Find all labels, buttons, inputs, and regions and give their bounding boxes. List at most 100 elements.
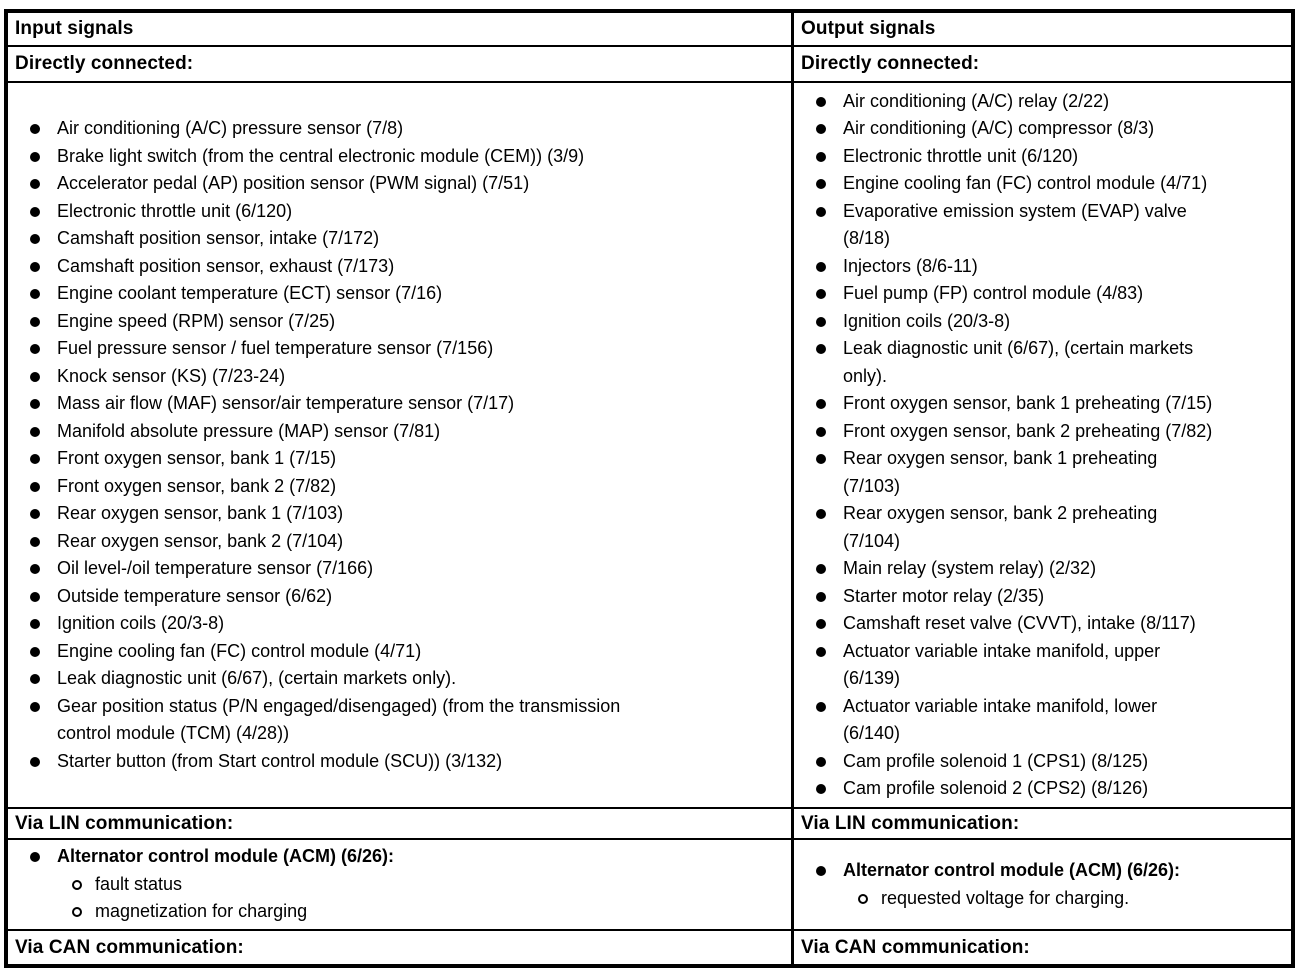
list-item-text: Main relay (system relay) (2/32) xyxy=(843,558,1097,578)
sub-list-item-text: fault status xyxy=(95,873,183,894)
list-item: Leak diagnostic unit (6/67), (certain ma… xyxy=(30,665,789,693)
list-item: Starter motor relay (2/35) xyxy=(816,583,1289,611)
circle-bullet-icon xyxy=(858,893,868,904)
list-item: Knock sensor (KS) (7/23-24) xyxy=(30,363,789,391)
list-item-text: Rear oxygen sensor, bank 2 preheating (7… xyxy=(843,503,1158,551)
bullet-icon xyxy=(30,701,40,712)
list-item: Actuator variable intake manifold, lower… xyxy=(816,693,1289,748)
list-item-text: Cam profile solenoid 1 (CPS1) (8/125) xyxy=(843,750,1149,771)
list-item-text: Engine cooling fan (FC) control module (… xyxy=(57,640,422,661)
bullet-icon xyxy=(30,426,40,437)
list-item-text: Engine cooling fan (FC) control module (… xyxy=(843,173,1208,193)
list-item: Electronic throttle unit (6/120) xyxy=(30,198,789,226)
input-directly-connected-title: Directly connected: xyxy=(8,47,794,83)
list-item: Alternator control module (ACM) (6/26): xyxy=(30,843,789,871)
output-lin-title: Via LIN communication: xyxy=(794,809,1291,840)
list-item-text: Fuel pump (FP) control module (4/83) xyxy=(843,283,1144,303)
list-item: Air conditioning (A/C) compressor (8/3) xyxy=(816,115,1289,143)
bullet-icon xyxy=(30,536,40,547)
list-item: Ignition coils (20/3-8) xyxy=(816,308,1289,336)
list-item: Evaporative emission system (EVAP) valve… xyxy=(816,198,1289,253)
list-item: Main relay (system relay) (2/32) xyxy=(816,555,1289,583)
bullet-icon xyxy=(30,261,40,272)
bullet-icon xyxy=(30,206,40,217)
list-item-text: Engine coolant temperature (ECT) sensor … xyxy=(57,283,443,303)
bullet-icon xyxy=(30,316,40,327)
bullet-icon xyxy=(816,96,826,107)
input-directly-connected-list-cell: Air conditioning (A/C) pressure sensor (… xyxy=(8,83,794,809)
bullet-icon xyxy=(30,509,40,519)
bullet-icon xyxy=(816,399,826,409)
bullet-icon xyxy=(30,481,40,492)
bullet-icon xyxy=(30,344,40,354)
list-item: Cam profile solenoid 1 (CPS1) (8/125) xyxy=(816,748,1289,776)
list-item: Actuator variable intake manifold, upper… xyxy=(816,638,1289,693)
output-lin-label: Via LIN communication: xyxy=(801,812,1020,834)
list-item-text: Outside temperature sensor (6/62) xyxy=(57,585,333,606)
input-lin-label: Via LIN communication: xyxy=(15,812,234,834)
list-item-text: Electronic throttle unit (6/120) xyxy=(57,200,293,221)
bullet-icon xyxy=(30,234,40,244)
sub-list-item: requested voltage for charging. xyxy=(858,885,1289,913)
sub-list-item: magnetization for charging xyxy=(72,898,789,926)
list-item-text: Alternator control module (ACM) (6/26): xyxy=(57,846,395,867)
input-directly-connected-label: Directly connected: xyxy=(15,53,194,74)
list-item-text: Rear oxygen sensor, bank 1 preheating (7… xyxy=(843,448,1158,496)
list-item-text: Rear oxygen sensor, bank 1 (7/103) xyxy=(57,503,344,523)
bullet-icon xyxy=(30,674,40,684)
output-signals-header-label: Output signals xyxy=(801,18,936,39)
list-item: Rear oxygen sensor, bank 2 preheating (7… xyxy=(816,500,1289,555)
list-item-text: Front oxygen sensor, bank 1 preheating (… xyxy=(843,393,1213,413)
output-can-label: Via CAN communication: xyxy=(801,936,1030,958)
bullet-icon xyxy=(30,289,40,299)
list-item: Rear oxygen sensor, bank 1 (7/103) xyxy=(30,500,789,528)
input-lin-list: Alternator control module (ACM) (6/26): f… xyxy=(8,843,791,926)
list-item-text: Injectors (8/6-11) xyxy=(843,255,978,276)
input-can-title: Via CAN communication: xyxy=(8,931,794,964)
list-item: Mass air flow (MAF) sensor/air temperatu… xyxy=(30,390,789,418)
bullet-icon xyxy=(30,756,40,767)
list-item-text: Camshaft reset valve (CVVT), intake (8/1… xyxy=(843,613,1196,633)
list-item: Oil level-/oil temperature sensor (7/166… xyxy=(30,555,789,583)
list-item-text: Starter motor relay (2/35) xyxy=(843,585,1045,606)
bullet-icon xyxy=(816,261,826,272)
output-lin-list-cell: Alternator control module (ACM) (6/26): r… xyxy=(794,840,1291,931)
bullet-icon xyxy=(816,289,826,299)
list-item: Accelerator pedal (AP) position sensor (… xyxy=(30,170,789,198)
list-item-text: Camshaft position sensor, intake (7/172) xyxy=(57,228,380,248)
list-item: Outside temperature sensor (6/62) xyxy=(30,583,789,611)
bullet-icon xyxy=(30,151,40,162)
bullet-icon xyxy=(30,619,40,629)
list-item: Gear position status (P/N engaged/diseng… xyxy=(30,693,789,748)
list-item: Leak diagnostic unit (6/67), (certain ma… xyxy=(816,335,1289,390)
output-signals-header: Output signals xyxy=(794,13,1291,47)
list-item-text: Gear position status (P/N engaged/diseng… xyxy=(57,695,621,744)
bullet-icon xyxy=(816,454,826,464)
bullet-icon xyxy=(816,784,826,794)
list-item-text: Air conditioning (A/C) pressure sensor (… xyxy=(57,118,404,138)
bullet-icon xyxy=(30,591,40,602)
list-item-text: Actuator variable intake manifold, lower… xyxy=(843,695,1158,744)
input-lin-list-cell: Alternator control module (ACM) (6/26): f… xyxy=(8,840,794,931)
list-item-text: Evaporative emission system (EVAP) valve… xyxy=(843,200,1187,249)
bullet-icon xyxy=(816,124,826,134)
sub-list-item-text: requested voltage for charging. xyxy=(881,887,1130,908)
list-item: Front oxygen sensor, bank 1 preheating (… xyxy=(816,390,1289,418)
output-can-title: Via CAN communication: xyxy=(794,931,1291,964)
bullet-icon xyxy=(816,564,826,574)
list-item: Cam profile solenoid 2 (CPS2) (8/126) xyxy=(816,775,1289,803)
list-item-text: Actuator variable intake manifold, upper… xyxy=(843,640,1161,689)
list-item-text: Oil level-/oil temperature sensor (7/166… xyxy=(57,558,374,578)
list-item-text: Rear oxygen sensor, bank 2 (7/104) xyxy=(57,530,344,551)
sub-list-item: fault status xyxy=(72,871,789,899)
bullet-icon xyxy=(816,509,826,519)
list-item: Engine speed (RPM) sensor (7/25) xyxy=(30,308,789,336)
list-item: Camshaft position sensor, intake (7/172) xyxy=(30,225,789,253)
sub-list-item-text: magnetization for charging xyxy=(95,901,308,922)
list-item: Air conditioning (A/C) relay (2/22) xyxy=(816,88,1289,116)
bullet-icon xyxy=(816,591,826,602)
list-item: Starter button (from Start control modul… xyxy=(30,748,789,776)
bullet-icon xyxy=(816,426,826,437)
list-item: Fuel pump (FP) control module (4/83) xyxy=(816,280,1289,308)
output-directly-connected-list: Air conditioning (A/C) relay (2/22) Air c… xyxy=(794,88,1291,803)
